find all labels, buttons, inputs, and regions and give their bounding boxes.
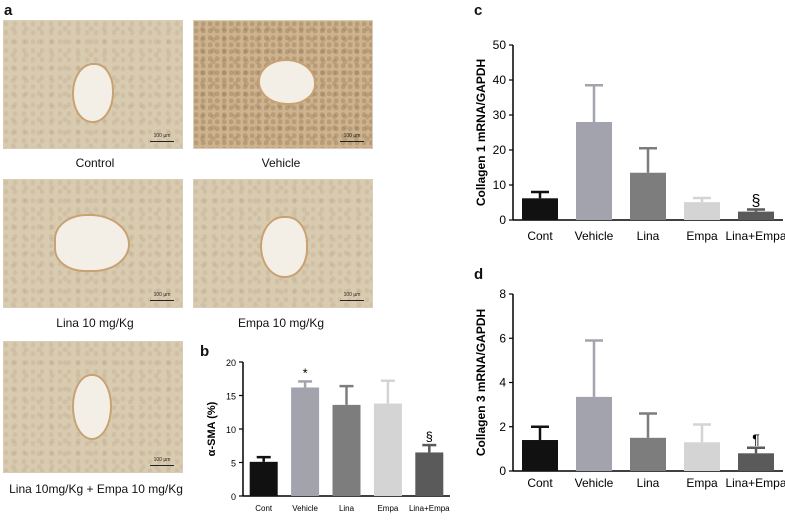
bar-lina-empa <box>738 453 774 471</box>
caption-vehicle: Vehicle <box>261 156 301 170</box>
x-tick-label: Vehicle <box>575 476 614 490</box>
y-tick-label: 5 <box>231 459 236 469</box>
micrograph-control: 100 µm <box>3 20 183 149</box>
x-tick-label: Cont <box>255 504 273 513</box>
y-tick-label: 2 <box>499 420 506 434</box>
caption-lina-empa: Lina 10mg/Kg + Empa 10 mg/Kg <box>9 482 183 496</box>
y-tick-label: 20 <box>493 143 507 157</box>
bar-cont <box>249 461 278 496</box>
panel-letter-d: d <box>474 266 484 283</box>
micrograph-lina-empa: 100 µm <box>3 341 183 473</box>
x-tick-label: Lina <box>637 476 660 490</box>
panel-letter-a: a <box>4 2 13 19</box>
chart-collagen-3: 0 2 4 6 8 Collagen 3 mRNA/GAPDH Cont Vehicle Lin… <box>474 287 785 490</box>
bar-vehicle <box>576 122 612 220</box>
scale-bar: 100 µm <box>340 133 364 142</box>
bar-empa <box>373 403 402 496</box>
significance-mark: * <box>303 365 308 380</box>
y-tick-label: 40 <box>493 73 507 87</box>
scale-bar: 100 µm <box>150 457 174 466</box>
scale-bar: 100 µm <box>340 292 364 301</box>
significance-mark: § <box>752 193 761 210</box>
bar-vehicle <box>291 387 320 496</box>
y-tick-label: 0 <box>499 213 506 227</box>
y-tick-label: 15 <box>226 392 236 402</box>
x-tick-label: Lina <box>637 229 660 243</box>
bar-lina-empa <box>738 211 774 220</box>
bar-cont <box>522 440 558 471</box>
bar-cont <box>522 198 558 220</box>
x-tick-label: Cont <box>527 476 553 490</box>
significance-mark: § <box>426 429 433 444</box>
y-tick-label: 6 <box>499 331 506 345</box>
caption-control: Control <box>75 156 115 170</box>
bar-lina <box>630 437 666 471</box>
bar-lina-empa <box>415 452 444 496</box>
x-tick-label: Lina <box>339 504 355 513</box>
scale-bar: 100 µm <box>150 292 174 301</box>
y-tick-label: 20 <box>226 358 236 368</box>
micrograph-empa: 100 µm <box>193 179 373 308</box>
y-tick-label: 10 <box>226 425 236 435</box>
panel-letter-c: c <box>474 2 483 19</box>
chart-collagen-1: 0 10 20 30 40 50 Collagen 1 mRNA/GAPDH Cont Vehi… <box>474 38 785 243</box>
vessel-lumen <box>260 216 308 278</box>
micrograph-lina: 100 µm <box>3 179 183 308</box>
y-axis-label: Collagen 3 mRNA/GAPDH <box>474 309 488 456</box>
bar-empa <box>684 442 720 471</box>
caption-empa: Empa 10 mg/Kg <box>237 316 325 330</box>
vessel-lumen <box>72 374 112 440</box>
chart-alpha-sma: 0 5 10 15 20 α-SMA (%) Cont * Vehicle Lina Empa § Li… <box>206 358 450 513</box>
y-axis-label: Collagen 1 mRNA/GAPDH <box>474 59 488 206</box>
x-tick-label: Lina+Empa <box>725 476 785 490</box>
bar-vehicle <box>576 396 612 471</box>
x-tick-label: Empa <box>686 476 718 490</box>
x-tick-label: Lina+Empa <box>725 229 785 243</box>
y-tick-label: 0 <box>231 492 236 502</box>
x-tick-label: Cont <box>527 229 553 243</box>
bar-lina <box>332 404 361 496</box>
micrograph-vehicle: 100 µm <box>193 20 373 149</box>
significance-mark: ¶ <box>752 431 760 447</box>
x-tick-label: Empa <box>377 504 398 513</box>
bar-lina <box>630 172 666 220</box>
y-tick-label: 0 <box>499 464 506 478</box>
panel-letter-b: b <box>200 343 210 360</box>
y-tick-label: 10 <box>493 178 507 192</box>
y-axis-label: α-SMA (%) <box>206 401 218 456</box>
y-tick-label: 30 <box>493 108 507 122</box>
vessel-lumen <box>258 59 316 105</box>
x-tick-label: Empa <box>686 229 718 243</box>
y-tick-label: 4 <box>499 376 506 390</box>
x-tick-label: Lina+Empa <box>409 504 450 513</box>
vessel-lumen <box>54 214 130 272</box>
scale-bar: 100 µm <box>150 133 174 142</box>
x-tick-label: Vehicle <box>292 504 318 513</box>
vessel-lumen <box>72 63 114 123</box>
y-tick-label: 8 <box>499 287 506 301</box>
x-tick-label: Vehicle <box>575 229 614 243</box>
bar-empa <box>684 202 720 220</box>
y-tick-label: 50 <box>493 38 507 52</box>
caption-lina: Lina 10 mg/Kg <box>56 316 134 330</box>
